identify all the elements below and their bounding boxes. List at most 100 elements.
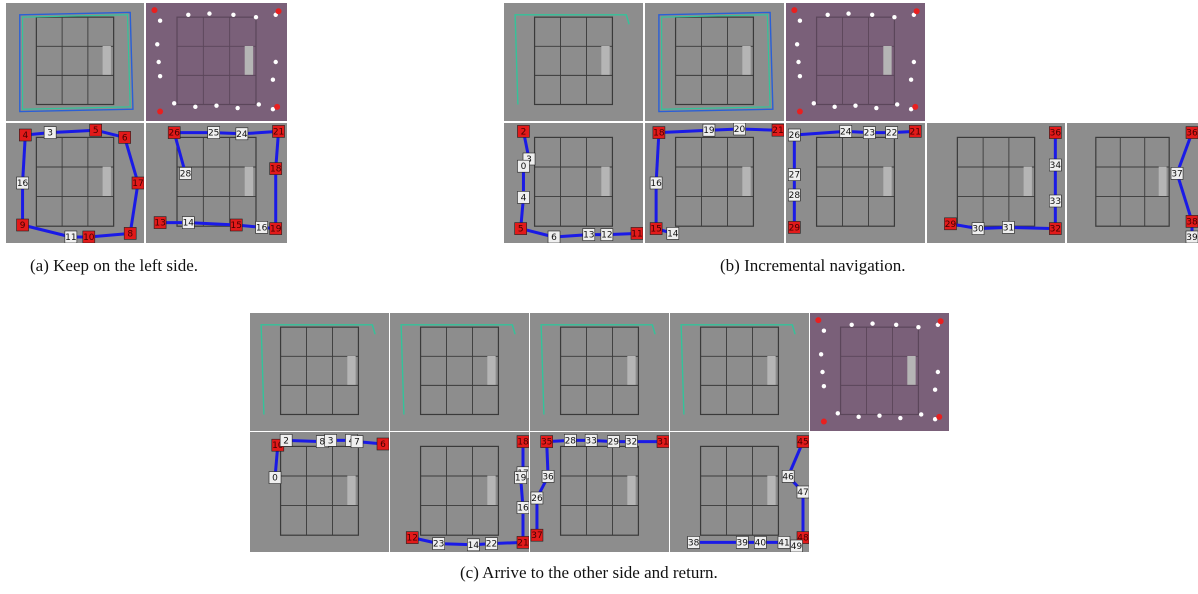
floor-bg xyxy=(530,313,669,431)
graph-edge xyxy=(1175,172,1194,222)
trajectory-green xyxy=(661,14,771,110)
graph-node-label: 3 xyxy=(328,436,334,446)
landmark-dot xyxy=(256,102,261,107)
graph-node-label: 16 xyxy=(17,179,29,189)
floor-bg xyxy=(810,313,949,431)
landmark-dot xyxy=(193,104,198,110)
red-landmark xyxy=(913,8,920,15)
b-traj2-panel xyxy=(645,3,784,121)
graph-node xyxy=(771,123,784,137)
graph-node-label: 10 xyxy=(272,441,284,451)
graph-node-label: 14 xyxy=(667,229,679,239)
graph-node xyxy=(16,218,29,232)
c-traj1-panel xyxy=(250,313,389,431)
landmark-dot xyxy=(825,12,830,17)
graph-node xyxy=(625,435,638,448)
landmark-dot xyxy=(155,42,160,47)
graph-node-label: 46 xyxy=(782,472,794,482)
landmark-dot xyxy=(870,321,875,326)
graph-node xyxy=(971,222,985,235)
red-landmark xyxy=(937,318,944,325)
graph-node xyxy=(405,531,419,544)
c-graph3-panel: 35 28 33 29 32 31 36 26 37 xyxy=(530,432,669,552)
graph-node xyxy=(269,162,283,175)
landmark-dot xyxy=(186,12,191,17)
graph-node xyxy=(656,435,669,448)
landmark-dot xyxy=(253,14,259,20)
red-landmark xyxy=(796,108,803,115)
graph-node-label: 23 xyxy=(864,129,875,139)
graph-node-label: 17 xyxy=(132,179,143,189)
caption-c: (c) Arrive to the other side and return. xyxy=(460,563,718,582)
c-traj2-canvas xyxy=(390,313,529,431)
pillar-block xyxy=(767,475,776,506)
landmark-dot xyxy=(818,352,824,357)
floor-bg xyxy=(645,123,784,243)
graph-node xyxy=(516,501,529,514)
graph-node-label: 28 xyxy=(789,191,801,201)
building-outline xyxy=(419,326,500,416)
graph-node xyxy=(796,485,809,499)
landmark-dot xyxy=(892,14,897,20)
graph-node-label: 21 xyxy=(772,126,783,136)
building-outline xyxy=(35,16,115,106)
graph-node xyxy=(733,123,746,136)
graph-edge xyxy=(21,134,27,184)
graph-node xyxy=(541,470,555,483)
graph-node-label: 2 xyxy=(521,127,527,137)
graph-node-label: 33 xyxy=(585,436,596,446)
graph-node-label: 7 xyxy=(354,438,360,448)
building-outline xyxy=(279,326,360,416)
graph-node-label: 21 xyxy=(273,127,284,137)
landmark-dot xyxy=(856,414,861,420)
graph-node-label: 49 xyxy=(791,542,803,552)
graph-node-label: 20 xyxy=(734,125,746,135)
landmark-dot xyxy=(270,107,276,112)
landmark-dot xyxy=(895,102,900,107)
graph-node-label: 24 xyxy=(236,130,248,140)
graph-node-label: 13 xyxy=(583,231,594,241)
graph-node-label: 4 xyxy=(521,193,527,203)
pillar-block xyxy=(347,355,356,385)
graph-node xyxy=(600,228,614,241)
graph-edge xyxy=(1175,132,1194,174)
landmark-dot xyxy=(821,383,827,389)
c-graph2-canvas: 181719162122142312 xyxy=(390,432,529,552)
graph-node-label: 0 xyxy=(521,162,527,172)
graph-node-label: 28 xyxy=(565,436,577,446)
building-outline xyxy=(699,326,780,416)
graph-node xyxy=(16,176,29,190)
graph-node-label: 36 xyxy=(542,472,554,482)
graph-node-label: 45 xyxy=(797,438,808,448)
building-outline xyxy=(559,445,640,536)
graph-edge xyxy=(794,129,846,137)
graph-node-label: 15 xyxy=(650,225,661,235)
graph-node-label: 16 xyxy=(650,179,662,189)
trajectory-blue xyxy=(19,11,134,113)
landmark-dot xyxy=(796,59,801,65)
landmark-dot xyxy=(932,417,938,422)
c-graph1-canvas: 102834760 xyxy=(250,432,389,552)
floor-bg xyxy=(786,3,925,121)
building-outline xyxy=(533,136,614,227)
b-graph1-canvas: 230456131211 xyxy=(504,123,643,243)
graph-node xyxy=(630,227,643,240)
a-purple-panel xyxy=(146,3,287,121)
trajectory-green xyxy=(21,14,131,110)
graph-node-label: 5 xyxy=(518,225,524,235)
graph-node xyxy=(1049,126,1062,139)
pillar-block xyxy=(742,45,751,75)
landmark-dot xyxy=(898,415,903,421)
graph-node-label: 24 xyxy=(840,127,852,137)
graph-node xyxy=(687,536,700,549)
graph-node-label: 10 xyxy=(83,233,95,243)
graph-node xyxy=(131,176,144,190)
graph-node-label: 34 xyxy=(1050,161,1062,171)
b-graph1-panel: 230456131211 xyxy=(504,123,643,243)
landmark-dot xyxy=(235,105,240,111)
landmark-dot xyxy=(911,59,917,65)
landmark-dot xyxy=(270,77,276,82)
graph-node xyxy=(268,471,282,484)
landmark-dot xyxy=(157,18,163,23)
graph-node-label: 2 xyxy=(283,436,289,446)
